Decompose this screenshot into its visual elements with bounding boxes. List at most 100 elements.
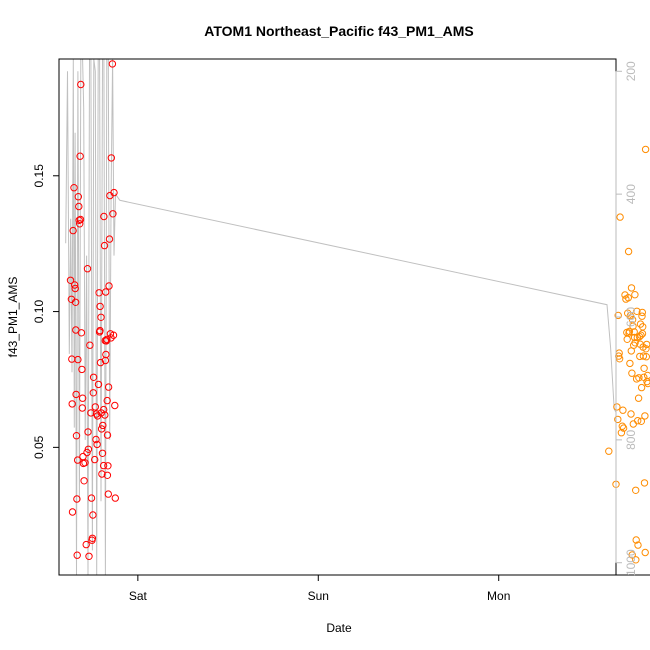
data-point-series-1 bbox=[111, 401, 119, 410]
data-point-series-1 bbox=[94, 380, 103, 389]
data-point-series-2 bbox=[640, 364, 648, 372]
data-point-series-1 bbox=[92, 435, 100, 444]
data-point-series-2 bbox=[626, 311, 635, 320]
data-point-series-2 bbox=[625, 327, 634, 336]
data-point-series-1 bbox=[66, 276, 75, 284]
data-point-series-1 bbox=[78, 394, 87, 402]
data-point-series-1 bbox=[73, 456, 82, 464]
data-point-series-1 bbox=[76, 152, 84, 160]
data-point-series-1 bbox=[88, 534, 97, 542]
data-point-series-1 bbox=[105, 282, 113, 290]
data-point-series-2 bbox=[630, 333, 639, 342]
data-point-series-1 bbox=[68, 400, 76, 408]
data-point-series-2 bbox=[638, 312, 646, 320]
data-point-series-2 bbox=[616, 213, 624, 221]
data-point-series-2 bbox=[637, 383, 646, 392]
data-point-series-1 bbox=[102, 288, 110, 296]
data-point-series-2 bbox=[633, 307, 641, 315]
overlay-line-layer bbox=[65, 59, 616, 575]
y-axis-right: 200 400 600 800 1000 bbox=[615, 61, 638, 576]
data-point-series-1 bbox=[100, 405, 108, 414]
data-point-series-2 bbox=[635, 374, 643, 382]
data-point-series-2 bbox=[632, 556, 640, 564]
y-tick-label: 0.10 bbox=[32, 300, 46, 324]
data-point-series-2 bbox=[640, 479, 649, 487]
data-point-series-2 bbox=[643, 371, 650, 380]
data-point-series-2 bbox=[624, 294, 632, 302]
data-point-series-1 bbox=[82, 540, 90, 549]
y-tick-label: 0.15 bbox=[32, 164, 46, 188]
data-point-series-1 bbox=[101, 411, 109, 419]
data-point-series-1 bbox=[89, 511, 97, 519]
data-point-series-2 bbox=[629, 420, 637, 428]
data-point-series-1 bbox=[71, 281, 79, 289]
data-point-series-2 bbox=[623, 335, 631, 343]
data-point-series-1 bbox=[96, 302, 104, 311]
data-point-series-1 bbox=[89, 389, 98, 397]
data-point-series-1 bbox=[69, 226, 77, 235]
data-point-series-1 bbox=[84, 445, 93, 453]
y-right-tick-label: 800 bbox=[624, 430, 638, 450]
y-axis: 0.05 0.10 0.15 bbox=[32, 164, 60, 459]
data-point-series-1 bbox=[93, 440, 101, 449]
data-point-series-1 bbox=[100, 241, 109, 250]
data-point-series-1 bbox=[89, 373, 98, 381]
data-point-series-1 bbox=[79, 452, 87, 461]
data-point-series-1 bbox=[92, 410, 101, 418]
y-right-tick-label: 400 bbox=[624, 184, 638, 204]
data-point-series-2 bbox=[628, 551, 636, 559]
data-point-series-1 bbox=[76, 220, 84, 228]
overlay-line bbox=[65, 59, 616, 575]
data-point-series-2 bbox=[627, 284, 636, 292]
data-point-series-1 bbox=[96, 326, 104, 335]
data-point-series-1 bbox=[83, 265, 92, 273]
data-point-series-1 bbox=[75, 216, 83, 225]
data-point-series-2 bbox=[619, 406, 627, 414]
data-point-series-2 bbox=[627, 410, 635, 418]
data-point-series-2 bbox=[614, 311, 622, 320]
y-right-tick-label: 200 bbox=[624, 61, 638, 81]
data-point-series-2 bbox=[637, 417, 645, 425]
data-point-series-2 bbox=[634, 417, 642, 425]
data-point-series-2 bbox=[634, 394, 643, 402]
data-points-layer bbox=[66, 60, 650, 564]
data-point-series-2 bbox=[641, 412, 649, 420]
data-point-series-1 bbox=[87, 494, 96, 502]
data-point-series-1 bbox=[103, 471, 112, 479]
data-point-series-1 bbox=[77, 329, 86, 337]
data-point-series-1 bbox=[100, 212, 108, 221]
data-point-series-2 bbox=[628, 369, 636, 377]
data-point-series-1 bbox=[80, 477, 88, 485]
data-point-series-1 bbox=[105, 235, 114, 243]
data-point-series-2 bbox=[624, 247, 633, 256]
data-point-series-1 bbox=[107, 154, 116, 162]
data-point-series-1 bbox=[71, 284, 79, 293]
data-point-series-1 bbox=[104, 490, 113, 498]
data-point-series-1 bbox=[104, 383, 113, 391]
data-point-series-1 bbox=[75, 202, 83, 211]
data-point-series-1 bbox=[72, 390, 80, 399]
data-point-series-1 bbox=[77, 80, 85, 89]
data-point-series-1 bbox=[68, 508, 77, 516]
data-point-series-1 bbox=[70, 184, 78, 192]
data-point-series-1 bbox=[84, 428, 92, 436]
data-point-series-1 bbox=[76, 215, 85, 224]
data-point-series-1 bbox=[98, 449, 107, 457]
x-tick-label: Sun bbox=[308, 589, 329, 603]
data-point-series-1 bbox=[73, 551, 81, 559]
data-point-series-1 bbox=[86, 341, 94, 349]
data-point-series-2 bbox=[642, 345, 650, 353]
data-point-series-1 bbox=[74, 355, 82, 364]
data-point-series-2 bbox=[626, 359, 634, 368]
y-right-tick-label: 1000 bbox=[624, 549, 638, 576]
data-point-series-2 bbox=[644, 379, 650, 388]
data-point-series-2 bbox=[613, 403, 621, 411]
data-point-series-2 bbox=[630, 328, 638, 336]
data-point-series-2 bbox=[641, 548, 649, 557]
chart-title: ATOM1 Northeast_Pacific f43_PM1_AMS bbox=[204, 23, 473, 39]
data-point-series-2 bbox=[637, 331, 645, 339]
data-point-series-1 bbox=[102, 350, 110, 359]
data-point-series-1 bbox=[109, 331, 118, 339]
data-point-series-1 bbox=[74, 193, 83, 201]
